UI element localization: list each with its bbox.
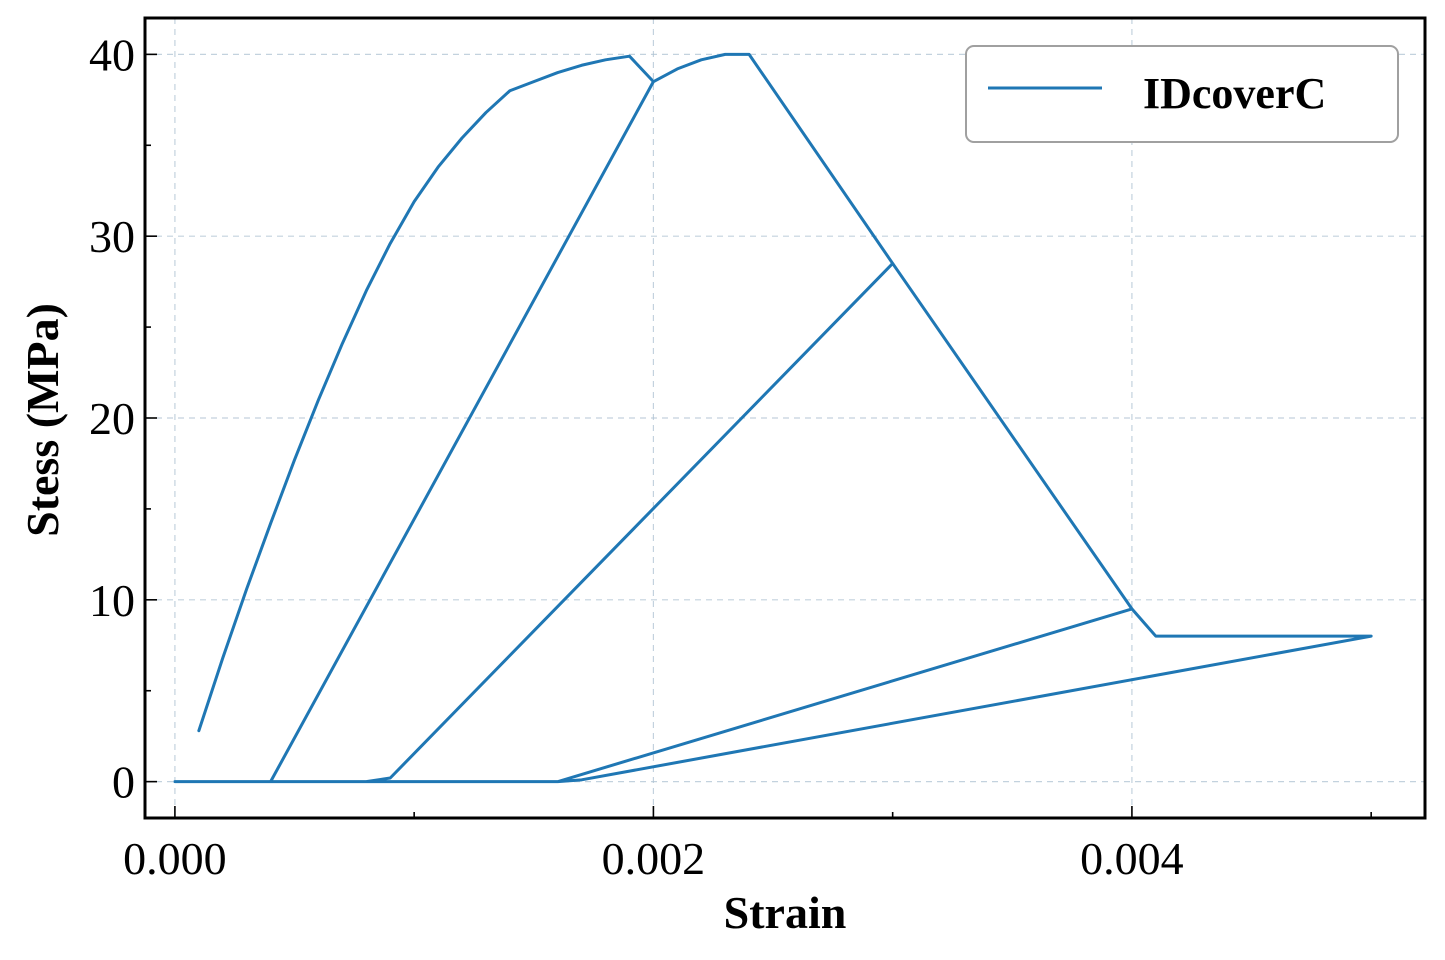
x-tick-label: 0.004: [1080, 833, 1184, 884]
legend-entry-idcoverc: IDcoverC: [1143, 69, 1326, 118]
y-tick-label: 20: [89, 393, 135, 444]
x-tick-label: 0.002: [602, 833, 706, 884]
legend: IDcoverC: [965, 45, 1399, 143]
y-axis-label: Stess (MPa): [17, 303, 68, 537]
plot-area: [173, 52, 1373, 784]
tick-labels: 0.000 0.002 0.004 0 10 20 30 40: [89, 29, 1184, 884]
y-tick-label: 0: [112, 757, 135, 808]
x-tick-label: 0.000: [123, 833, 227, 884]
series-line-idcoverc: [173, 52, 1373, 784]
x-axis-label: Strain: [724, 887, 847, 938]
axis-ticks: [145, 53, 1372, 818]
legend-box: [965, 45, 1399, 143]
y-tick-label: 10: [89, 575, 135, 626]
y-tick-label: 30: [89, 211, 135, 262]
y-tick-label: 40: [89, 29, 135, 80]
